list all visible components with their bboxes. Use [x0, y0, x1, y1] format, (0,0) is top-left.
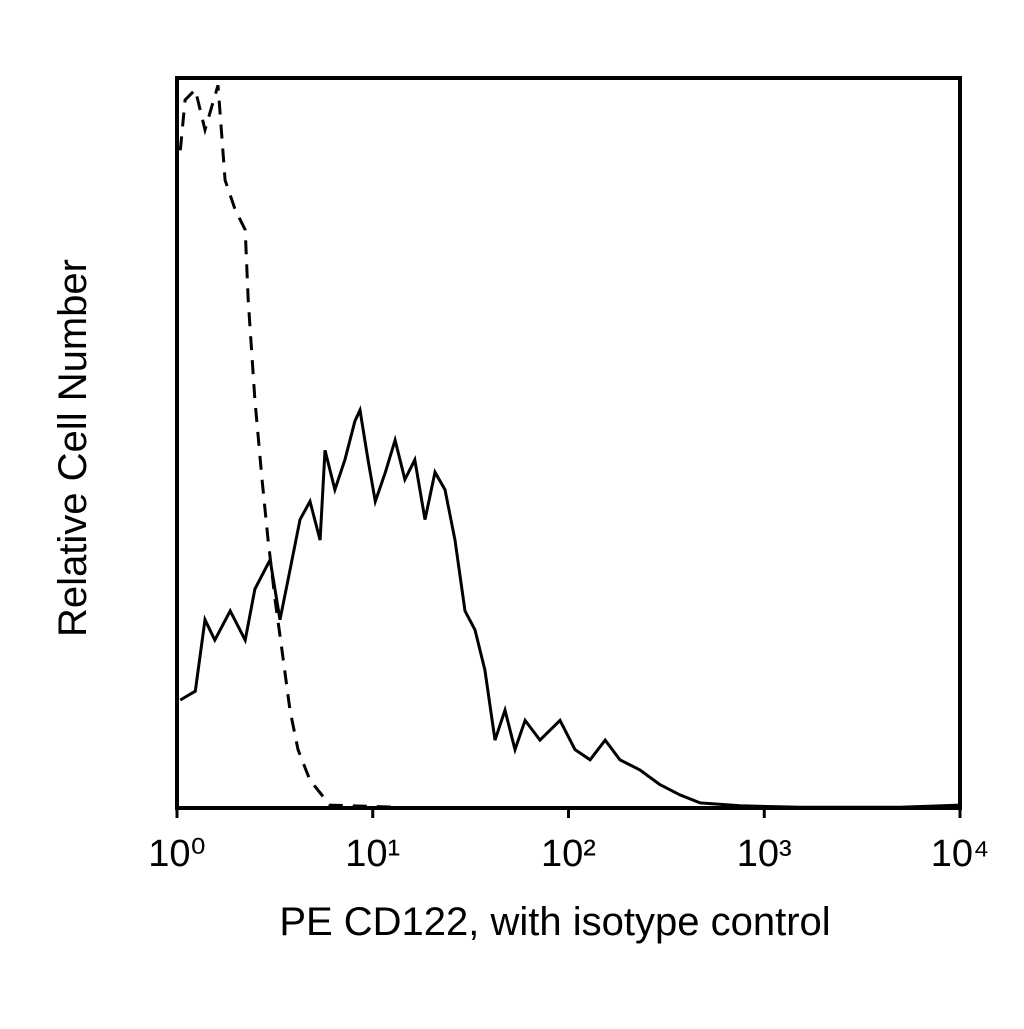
x-axis-label: PE CD122, with isotype control: [279, 900, 830, 944]
y-axis-label: Relative Cell Number: [51, 259, 95, 637]
histogram-line: [179, 405, 961, 809]
plot-frame: [175, 76, 962, 810]
x-tick-label: 10⁰: [148, 833, 206, 875]
x-tick-label: 10¹: [345, 833, 400, 875]
x-tick-label: 10⁴: [931, 833, 990, 875]
histogram-line: [178, 84, 401, 809]
x-tick-label: 10³: [737, 833, 792, 875]
x-tick-label: 10²: [541, 833, 596, 875]
